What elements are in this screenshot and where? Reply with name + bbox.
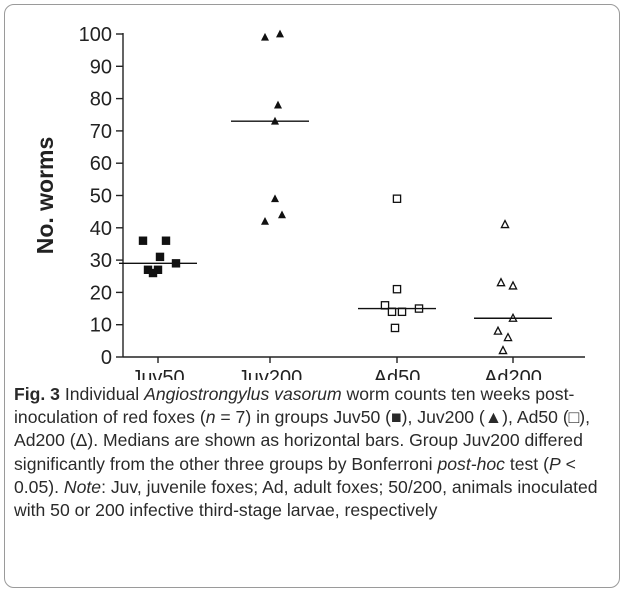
data-point (274, 100, 282, 109)
data-point (387, 307, 397, 317)
data-point (500, 219, 510, 229)
data-point (508, 280, 518, 290)
data-point (380, 301, 390, 310)
data-point (278, 210, 286, 219)
data-point (390, 323, 400, 333)
data-point (392, 284, 402, 294)
data-point (493, 325, 503, 335)
note-label: Note (63, 476, 102, 497)
caption-text-6: : Juv, juvenile foxes; Ad, adult foxes; … (14, 476, 598, 521)
data-point (503, 332, 513, 342)
data-point (138, 236, 148, 245)
y-tick-label: 70 (90, 121, 112, 143)
y-tick-label: 20 (90, 282, 112, 304)
posthoc-term: post-hoc (437, 453, 505, 474)
y-tick-label: 50 (90, 186, 112, 208)
x-tick-label: Ad50 (374, 367, 421, 380)
data-point (397, 307, 407, 317)
data-point (498, 345, 508, 355)
x-tick-label: Ad200 (484, 367, 542, 380)
y-tick-label: 90 (90, 56, 112, 78)
caption-text-4: test ( (504, 453, 549, 474)
caption-text-3: = 7) in groups Juv50 (■), Juv200 (▲), Ad… (14, 407, 591, 474)
y-tick-label: 60 (90, 153, 112, 175)
caption-text-2: worm counts ten weeks post-inoculation o… (14, 384, 575, 428)
caption-text-1: Individual (59, 384, 145, 404)
data-point (153, 265, 163, 274)
data-point (276, 29, 284, 38)
y-tick-label: 30 (90, 250, 112, 272)
n-variable: n (205, 407, 216, 428)
y-tick-label: 80 (90, 89, 112, 111)
y-tick-label: 10 (90, 315, 112, 337)
data-point (261, 32, 269, 41)
data-point (392, 194, 402, 203)
y-axis-title: No. worms (32, 137, 58, 255)
y-tick-label: 0 (101, 347, 112, 369)
data-point (155, 252, 165, 262)
data-point (148, 268, 158, 278)
y-tick-label: 100 (79, 24, 112, 46)
x-tick-label: Juv50 (131, 367, 184, 380)
figure-caption: Fig. 3 Individual Angiostrongylus vasoru… (14, 383, 612, 522)
data-point (271, 194, 279, 203)
figure-frame (4, 4, 620, 588)
worm-count-chart: 0 10 20 30 40 50 60 70 80 90 100 No. worms Juv50 Juv2… (32, 24, 585, 380)
species-name: Angiostrongylus vasorum (144, 384, 342, 404)
y-tick-label: 40 (90, 218, 112, 240)
data-point (496, 277, 506, 287)
p-variable: P (548, 453, 561, 474)
data-point (143, 265, 153, 274)
figure-label: Fig. 3 (14, 384, 60, 404)
data-point (261, 216, 269, 225)
data-point (161, 236, 171, 245)
x-tick-label: Juv200 (238, 367, 303, 380)
caption-text-5: < 0.05). (14, 453, 576, 497)
